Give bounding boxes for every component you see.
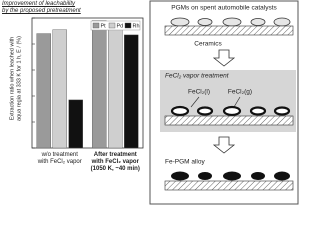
x-tick-label: After treatment with FeCl₂ vapor (1050 K…	[90, 152, 140, 172]
y-axis-label: Extraction ratio when leached with aqua …	[9, 36, 23, 121]
gas-label: FeCl₂(l)	[188, 89, 210, 96]
bar	[124, 34, 139, 149]
top-label: PGMs on spent automobile catalysts	[171, 5, 277, 12]
bar	[52, 29, 67, 149]
legend-label: Pd	[117, 23, 124, 29]
legend-swatch	[108, 22, 116, 29]
alloy-particles	[171, 171, 290, 181]
product-label: Fe-PGM alloy	[165, 159, 205, 166]
plot-frame	[31, 17, 144, 149]
pgm-particles	[170, 17, 291, 27]
coated-particles	[170, 105, 291, 117]
arrow	[212, 136, 236, 154]
legend-label: Rh	[133, 23, 140, 29]
legend-frame	[90, 20, 141, 31]
legend-swatch	[92, 22, 100, 29]
gas-label: FeCl₂(g)	[228, 89, 252, 96]
ceramic-layer	[164, 180, 294, 191]
arrow	[212, 49, 236, 67]
page: PGMs on spent automobile catalysts Ceram…	[2, 0, 299, 205]
step-label: FeCl₂ vapor treatment	[165, 73, 230, 80]
figure: PGMs on spent automobile catalysts Ceram…	[31, 0, 299, 205]
pointer	[190, 96, 241, 108]
legend-swatch	[124, 22, 132, 29]
ceramic-layer	[164, 115, 294, 126]
bar	[36, 33, 51, 149]
chart-title: Improvement of leachability by the propo…	[2, 1, 81, 14]
bar	[108, 21, 123, 149]
x-tick-label: w/o treatment with FeCl₂ vapor	[37, 152, 82, 165]
substrate-label: Ceramics	[194, 41, 222, 48]
bar	[92, 20, 107, 149]
ceramic-layer	[164, 25, 294, 36]
legend-label: Pt	[101, 23, 107, 29]
bar	[68, 99, 83, 149]
